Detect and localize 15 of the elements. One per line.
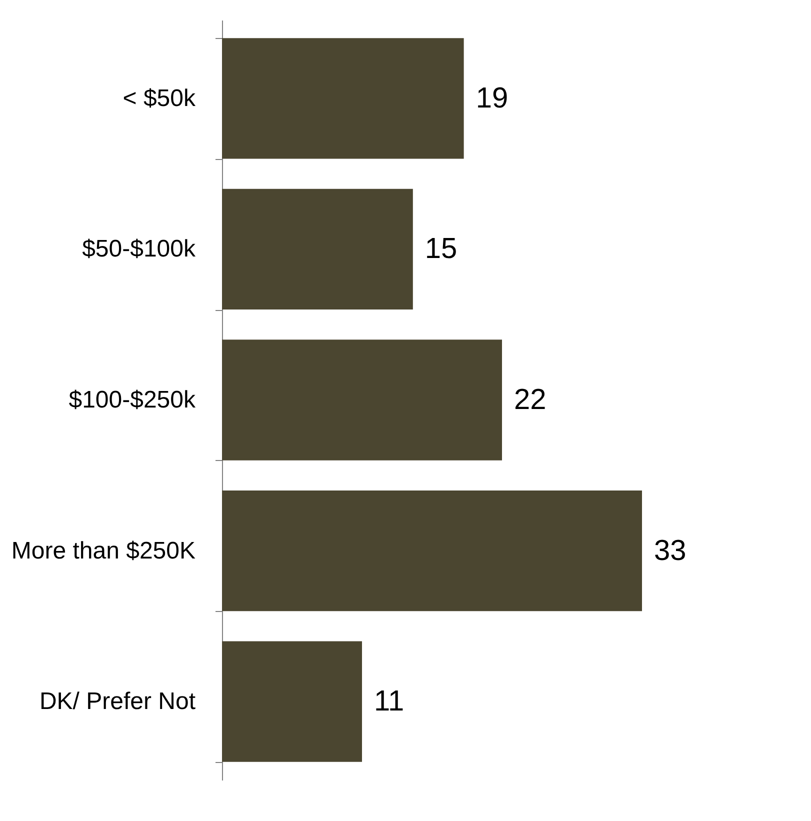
bar [222,490,642,612]
data-label: 15 [424,233,458,266]
bar [222,188,413,310]
y-tick-label: $50-$100k [82,236,196,263]
data-label: 22 [514,384,546,416]
y-tick-label: $100-$250k [68,386,196,414]
data-label: 33 [654,534,686,567]
bar [222,641,362,762]
y-tick-label: DK/ Prefer Not [39,688,196,716]
y-tick-label: < $50k [122,84,196,112]
data-label: 11 [374,686,404,718]
data-label: 19 [476,82,508,114]
bar [222,38,464,159]
bar [222,340,502,460]
y-tick-label: More than $250K [11,537,196,564]
